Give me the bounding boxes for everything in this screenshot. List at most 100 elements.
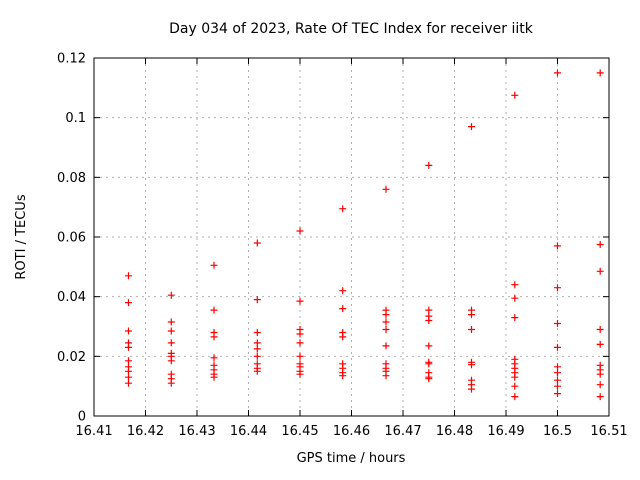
data-point — [339, 305, 347, 313]
data-point — [425, 342, 433, 350]
data-point — [468, 311, 475, 319]
tick-marks-layer — [93, 57, 610, 417]
data-point — [382, 311, 390, 319]
y-tick-label: 0.06 — [57, 231, 86, 246]
data-point — [468, 385, 475, 393]
tick-labels-layer: 16.41 16.42 16.43 16.44 16.45 16.46 16.47 16.48… — [57, 52, 628, 440]
data-point — [296, 330, 304, 338]
data-point — [554, 363, 561, 371]
x-tick-label: 16.42 — [127, 424, 164, 439]
data-point — [210, 306, 218, 314]
data-point — [554, 369, 561, 377]
x-tick-label: 16.45 — [281, 424, 318, 439]
data-point — [554, 69, 561, 77]
data-points-layer — [125, 69, 604, 401]
data-point — [554, 390, 561, 398]
data-point — [554, 376, 561, 384]
data-point — [468, 326, 475, 333]
data-point — [253, 296, 261, 304]
data-point — [511, 393, 519, 401]
data-point — [511, 382, 519, 390]
x-tick-label: 16.51 — [590, 424, 627, 439]
data-point — [210, 373, 218, 381]
x-tick-label: 16.5 — [543, 424, 572, 439]
data-point — [339, 372, 347, 380]
data-point — [596, 340, 604, 348]
x-tick-label: 16.49 — [487, 424, 524, 439]
data-point — [425, 360, 433, 368]
data-point — [596, 69, 604, 77]
data-point — [253, 367, 261, 375]
data-point — [296, 370, 304, 378]
data-point — [554, 320, 561, 327]
data-point — [253, 352, 261, 360]
data-point — [511, 281, 519, 289]
data-point — [554, 242, 561, 250]
data-point — [167, 327, 175, 335]
data-point — [511, 294, 519, 302]
data-point — [167, 357, 175, 365]
data-point — [339, 287, 347, 295]
data-point — [167, 291, 175, 299]
data-point — [253, 345, 261, 353]
data-point — [125, 367, 132, 375]
data-point — [339, 205, 347, 213]
data-point — [167, 379, 175, 387]
data-point — [596, 381, 604, 389]
data-point — [125, 357, 132, 365]
grid-layer — [94, 58, 609, 416]
data-point — [339, 333, 347, 341]
data-point — [253, 239, 261, 247]
y-tick-label: 0 — [78, 410, 86, 425]
data-point — [425, 161, 433, 169]
data-point — [554, 382, 561, 390]
data-point — [596, 241, 604, 248]
data-point — [125, 272, 132, 280]
data-point — [253, 329, 261, 336]
x-tick-label: 16.46 — [333, 424, 370, 439]
data-point — [210, 261, 218, 269]
data-point — [382, 326, 390, 333]
data-point — [468, 361, 475, 369]
data-point — [382, 342, 390, 350]
data-point — [382, 318, 390, 326]
data-point — [511, 314, 519, 322]
data-point — [253, 339, 261, 347]
data-point — [596, 267, 604, 275]
data-point — [167, 318, 175, 326]
x-tick-label: 16.43 — [178, 424, 215, 439]
data-point — [382, 185, 390, 193]
data-point — [125, 299, 132, 307]
x-axis-label: GPS time / hours — [297, 451, 406, 466]
data-point — [596, 326, 604, 333]
data-point — [125, 373, 132, 381]
data-point — [425, 375, 433, 383]
data-point — [596, 393, 604, 401]
plot-title: Day 034 of 2023, Rate Of TEC Index for r… — [169, 21, 534, 37]
x-tick-label: 16.47 — [384, 424, 421, 439]
data-point — [167, 339, 175, 347]
data-point — [125, 343, 132, 351]
y-axis-label: ROTI / TECUs — [14, 194, 29, 279]
y-tick-label: 0.1 — [65, 111, 86, 126]
x-tick-label: 16.41 — [75, 424, 112, 439]
x-tick-label: 16.48 — [436, 424, 473, 439]
y-tick-label: 0.08 — [57, 171, 86, 186]
data-point — [511, 373, 519, 381]
data-point — [210, 333, 218, 341]
data-point — [425, 317, 433, 324]
y-tick-label: 0.04 — [57, 290, 86, 305]
data-point — [511, 91, 519, 99]
data-point — [425, 306, 433, 314]
data-point — [296, 339, 304, 347]
y-tick-label: 0.12 — [57, 52, 86, 67]
data-point — [296, 297, 304, 305]
data-point — [554, 284, 561, 292]
data-point — [596, 370, 604, 378]
data-point — [468, 123, 475, 131]
data-point — [296, 352, 304, 360]
data-point — [296, 227, 304, 235]
y-tick-label: 0.02 — [57, 350, 86, 365]
